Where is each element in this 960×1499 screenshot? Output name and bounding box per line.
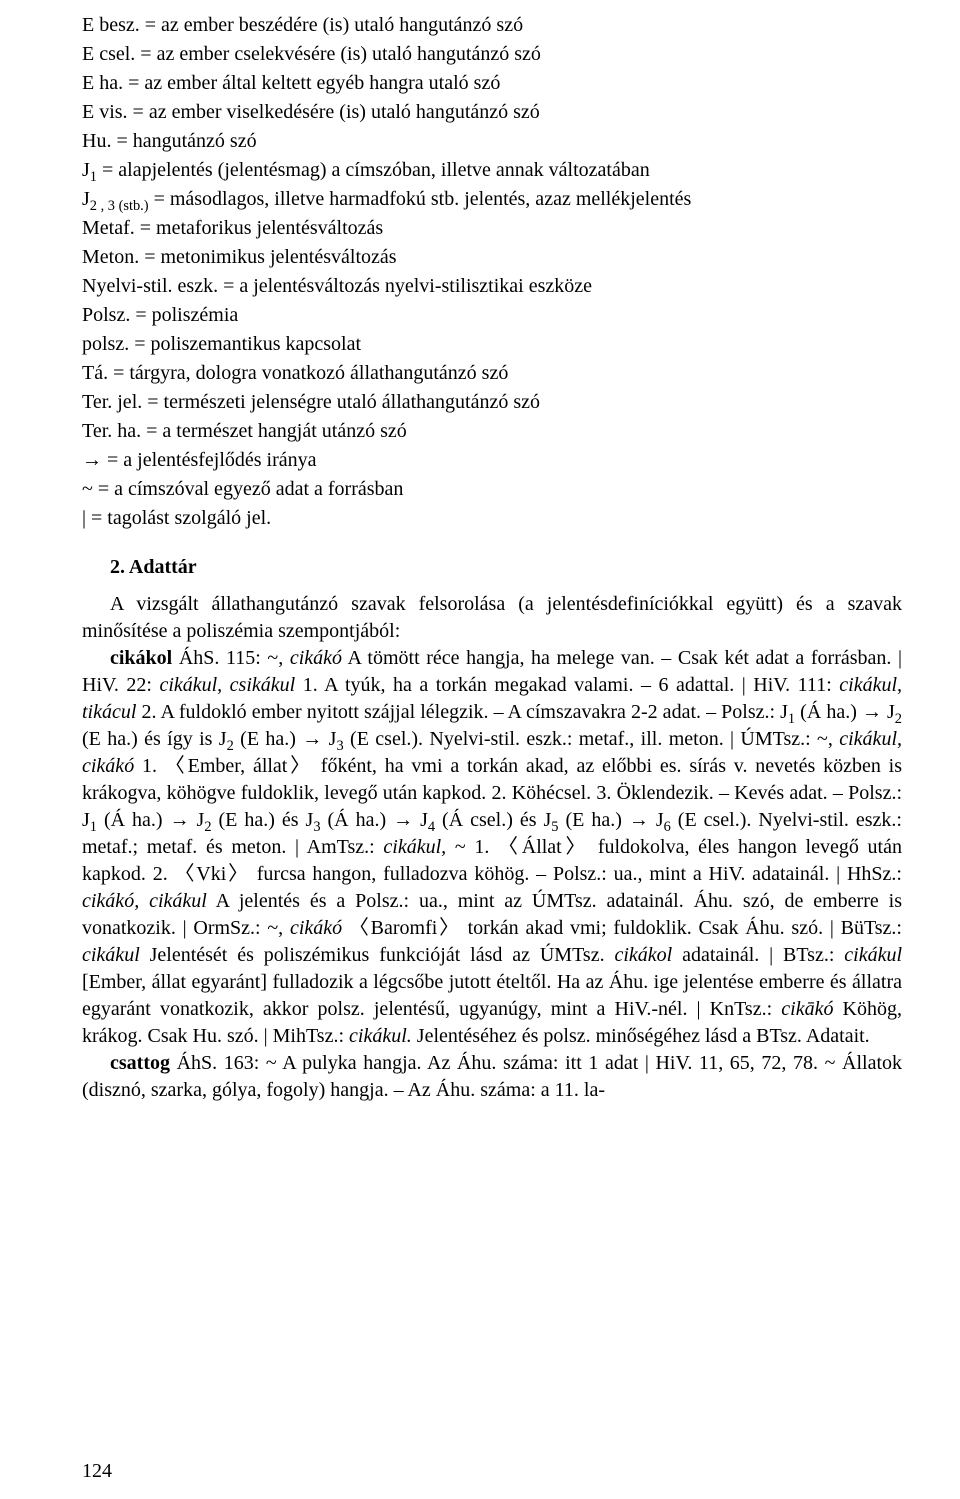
page-number: 124 — [82, 1458, 112, 1485]
abbrev-line: E csel. = az ember cselekvésére (is) uta… — [82, 41, 902, 68]
abbrev-line: Hu. = hangutánzó szó — [82, 128, 902, 155]
abbrev-line: polsz. = poliszemantikus kapcsolat — [82, 331, 902, 358]
headword: cikákol — [110, 647, 172, 669]
abbrev-line: Metaf. = metaforikus jelentésváltozás — [82, 215, 902, 242]
abbrev-line: Nyelvi-stil. eszk. = a jelentésváltozás … — [82, 273, 902, 300]
abbrev-line: ~ = a címszóval egyező adat a forrásban — [82, 476, 902, 503]
abbrev-line: → = a jelentésfejlődés iránya — [82, 447, 902, 474]
abbrev-line: Ter. jel. = természeti jelenségre utaló … — [82, 389, 902, 416]
entry-cikakol: cikákol ÁhS. 115: ~, cikákó A tömött réc… — [82, 645, 902, 1050]
abbrev-line: Meton. = metonimikus jelentésváltozás — [82, 244, 902, 271]
document-page: E besz. = az ember beszédére (is) utaló … — [0, 0, 960, 1499]
abbreviations-block: E besz. = az ember beszédére (is) utaló … — [82, 12, 902, 532]
section-heading: 2. Adattár — [82, 554, 902, 581]
abbrev-line-j1: J1 = alapjelentés (jelentésmag) a címszó… — [82, 157, 902, 184]
abbrev-line: E besz. = az ember beszédére (is) utaló … — [82, 12, 902, 39]
abbrev-line: | = tagolást szolgáló jel. — [82, 505, 902, 532]
abbrev-line: E vis. = az ember viselkedésére (is) uta… — [82, 99, 902, 126]
abbrev-line: E ha. = az ember által keltett egyéb han… — [82, 70, 902, 97]
abbrev-line: Ter. ha. = a természet hangját utánzó sz… — [82, 418, 902, 445]
abbrev-line: Polsz. = poliszémia — [82, 302, 902, 329]
entry-csattog: csattog ÁhS. 163: ~ A pulyka hangja. Az … — [82, 1050, 902, 1104]
abbrev-line-j2: J2 , 3 (stb.) = másodlagos, illetve harm… — [82, 186, 902, 213]
abbrev-line: Tá. = tárgyra, dologra vonatkozó állatha… — [82, 360, 902, 387]
intro-paragraph: A vizsgált állathangutánzó szavak felsor… — [82, 591, 902, 645]
headword: csattog — [110, 1052, 170, 1074]
